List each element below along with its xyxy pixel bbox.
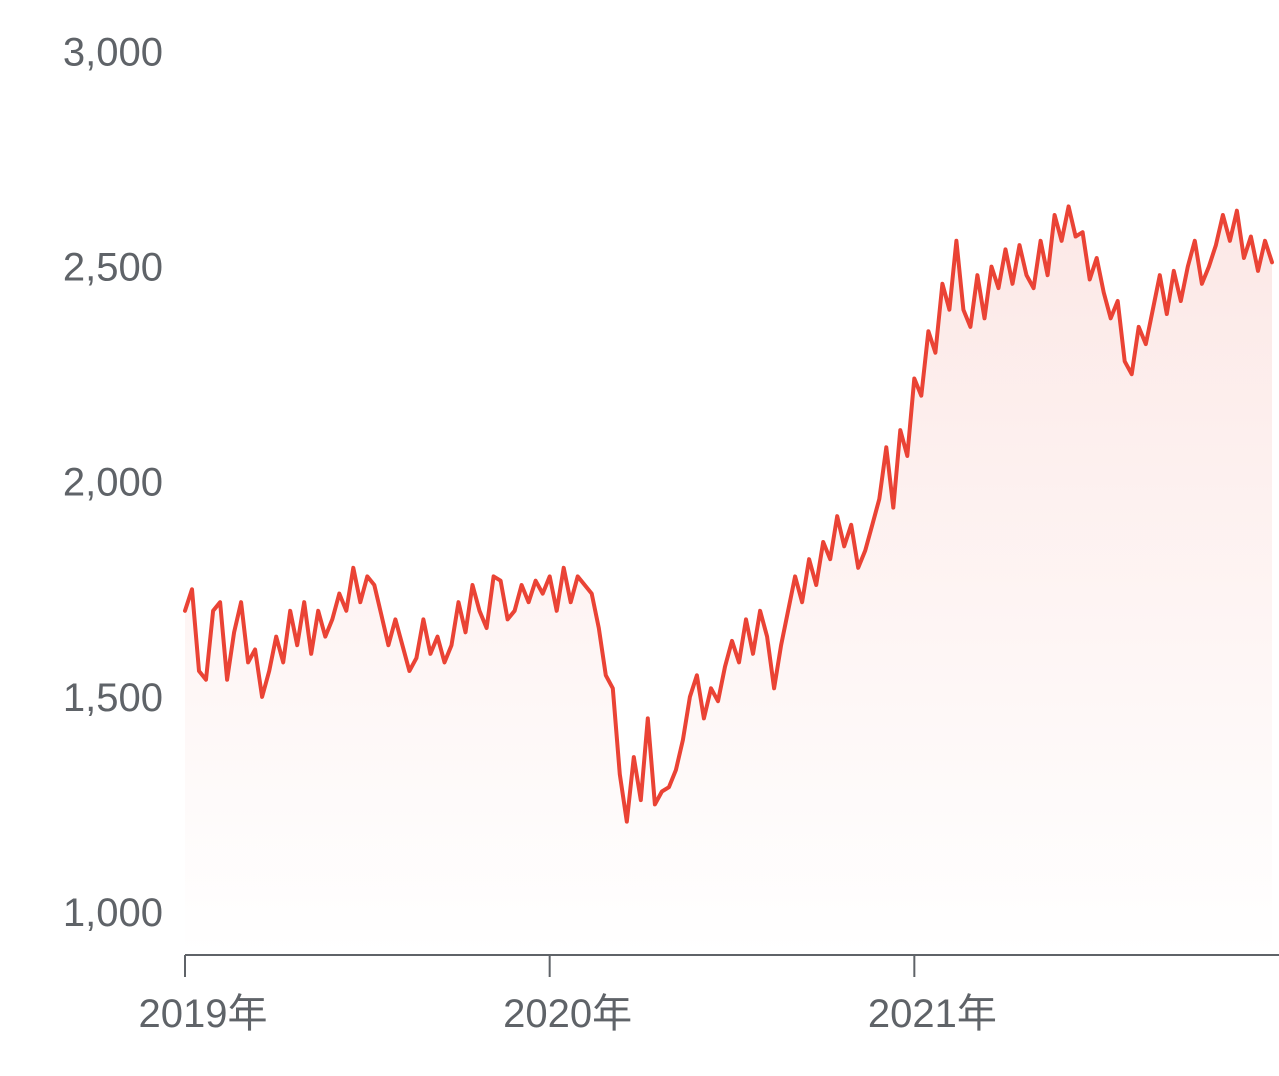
chart-svg: 2019年 2020年 2021年 1,000 1,500 2,000 2,500 3,000 <box>0 0 1279 1076</box>
y-tick-label: 2,500 <box>63 246 163 290</box>
x-tick-label: 2020年 <box>503 992 632 1036</box>
y-tick-label: 2,000 <box>63 461 163 505</box>
x-tick-label: 2021年 <box>868 992 997 1036</box>
x-tick-label: 2019年 <box>139 992 268 1036</box>
y-tick-label: 1,500 <box>63 676 163 720</box>
price-chart: 2019年 2020年 2021年 1,000 1,500 2,000 2,500 3,000 <box>0 0 1279 1076</box>
y-tick-label: 1,000 <box>63 891 163 935</box>
y-tick-label: 3,000 <box>63 31 163 75</box>
